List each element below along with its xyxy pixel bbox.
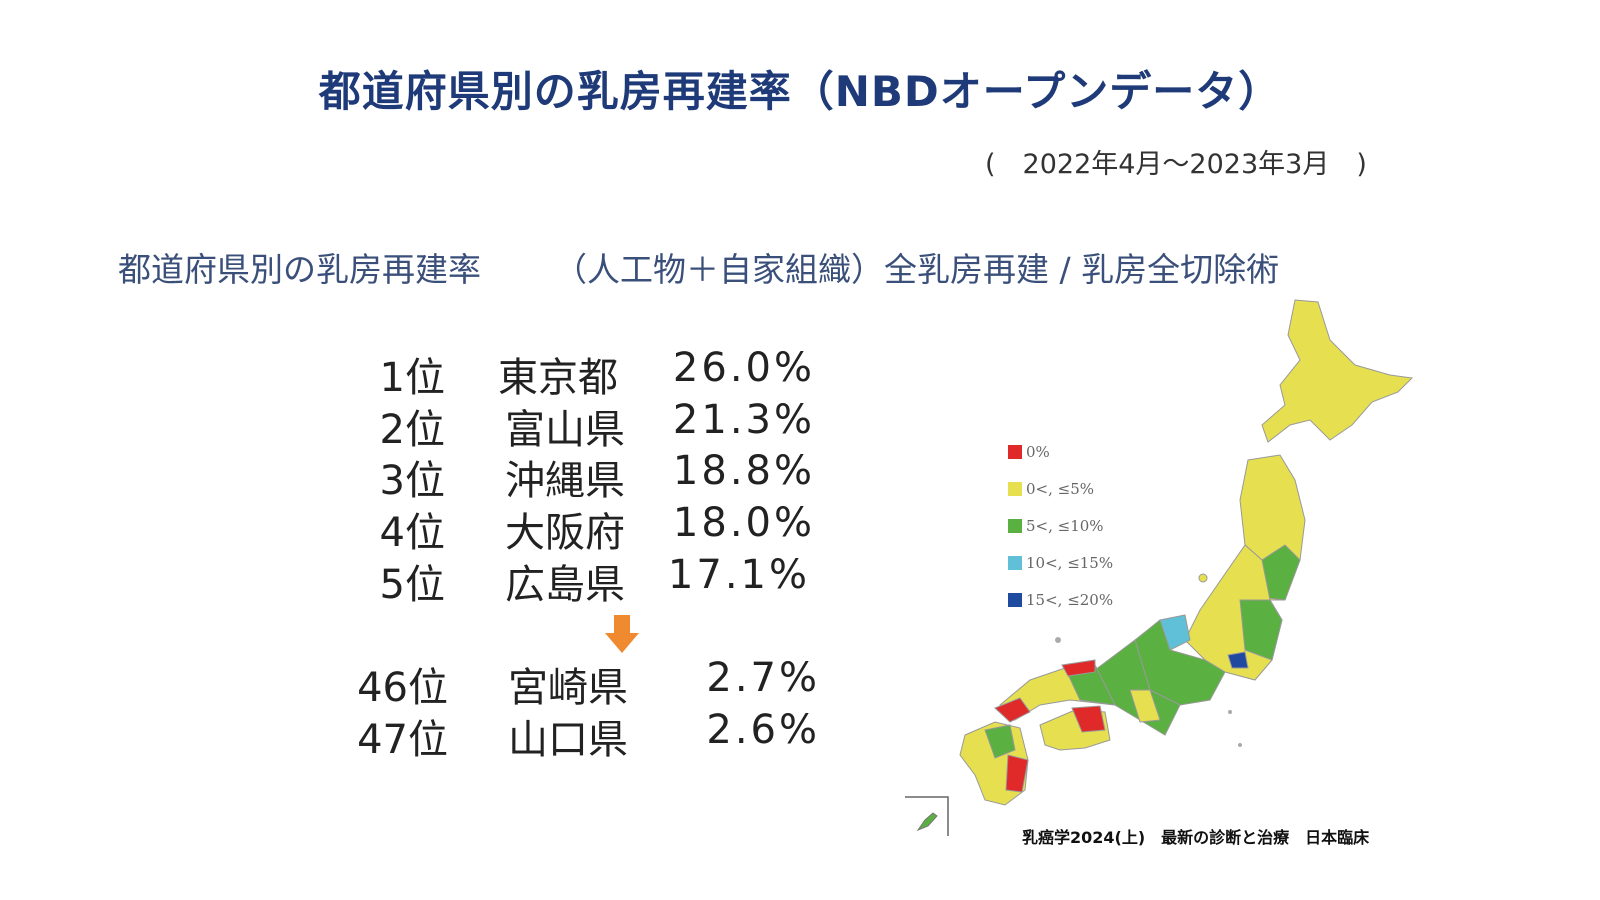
rate: 21.3% (672, 397, 815, 443)
rate: 17.1% (667, 552, 810, 598)
rank: 4位 (379, 510, 445, 556)
rate: 2.7% (706, 655, 820, 701)
map-region-okinawa (916, 812, 938, 832)
heading-left: 都道府県別の乳房再建率 (118, 250, 481, 289)
map-island (1238, 743, 1242, 747)
map-region-tokyo (1227, 651, 1249, 669)
rank: 47位 (357, 717, 448, 763)
ranking-row: 1位 東京都 26.0% (320, 345, 840, 401)
rank: 2位 (379, 407, 445, 453)
heading-right: （人工物＋自家組織）全乳房再建 / 乳房全切除術 (554, 250, 1280, 289)
legend-item: 0% (1008, 433, 1113, 470)
down-arrow-icon (605, 615, 639, 653)
legend-label: 0% (1026, 442, 1050, 461)
legend-swatch (1008, 481, 1022, 496)
rank: 1位 (379, 355, 445, 401)
map-island (1055, 637, 1061, 643)
ranking-row: 46位 宮崎県 2.7% (320, 655, 840, 711)
map-region-yamaguchi (994, 697, 1031, 723)
legend-label: 15<, ≤20% (1026, 590, 1114, 609)
legend-swatch (1008, 518, 1022, 533)
section-heading: 都道府県別の乳房再建率 （人工物＋自家組織）全乳房再建 / 乳房全切除術 (118, 243, 1279, 291)
legend-item: 10<, ≤15% (1008, 544, 1113, 581)
legend-label: 5<, ≤10% (1026, 516, 1104, 535)
map-region-hokkaido (1261, 299, 1414, 443)
prefecture: 宮崎県 (508, 665, 628, 711)
ranking-row: 3位 沖縄県 18.8% (320, 448, 840, 504)
slide-title: 都道府県別の乳房再建率（NBDオープンデータ） (318, 67, 1282, 116)
map-region-tottori (1061, 659, 1096, 677)
citation: 乳癌学2024(上) 最新の診断と治療 日本臨床 (1022, 828, 1370, 847)
rate: 18.0% (672, 500, 815, 546)
prefecture: 山口県 (508, 717, 628, 763)
rank: 3位 (379, 458, 445, 504)
legend-item: 5<, ≤10% (1008, 507, 1113, 544)
map-region-miyazaki (1005, 754, 1029, 793)
ranking-row: 5位 広島県 17.1% (320, 552, 840, 608)
rate: 2.6% (706, 707, 820, 753)
prefecture: 東京都 (498, 355, 618, 401)
rate: 18.8% (672, 448, 815, 494)
legend-swatch (1008, 592, 1022, 607)
map-region-kanto-green (1239, 599, 1283, 661)
ranking-row: 2位 富山県 21.3% (320, 397, 840, 453)
legend-item: 0<, ≤5% (1008, 470, 1113, 507)
legend-label: 10<, ≤15% (1026, 553, 1114, 572)
legend-label: 0<, ≤5% (1026, 479, 1095, 498)
ranking-row: 4位 大阪府 18.0% (320, 500, 840, 556)
rank: 5位 (379, 562, 445, 608)
ranking-row: 47位 山口県 2.6% (320, 707, 840, 763)
legend-item: 15<, ≤20% (1008, 581, 1113, 618)
rank: 46位 (357, 665, 448, 711)
map-legend: 0% 0<, ≤5% 5<, ≤10% 10<, ≤15% 15<, ≤20% (1008, 433, 1113, 618)
rate: 26.0% (672, 345, 815, 391)
map-region-kansai (1094, 639, 1181, 736)
map-island (1198, 573, 1208, 583)
map-region-kyushu-green (984, 724, 1016, 759)
prefecture: 沖縄県 (505, 458, 625, 504)
map-region-kansai-yellow (1129, 689, 1161, 723)
prefecture: 大阪府 (505, 510, 625, 556)
map-island (1228, 710, 1232, 714)
legend-swatch (1008, 555, 1022, 570)
okinawa-inset-frame (905, 796, 949, 836)
period-label: ( 2022年4月～2023年3月 ) (985, 149, 1367, 180)
map-region-shikoku-red (1071, 705, 1106, 733)
prefecture: 広島県 (505, 562, 625, 608)
legend-swatch (1008, 444, 1022, 459)
prefecture: 富山県 (505, 407, 625, 453)
